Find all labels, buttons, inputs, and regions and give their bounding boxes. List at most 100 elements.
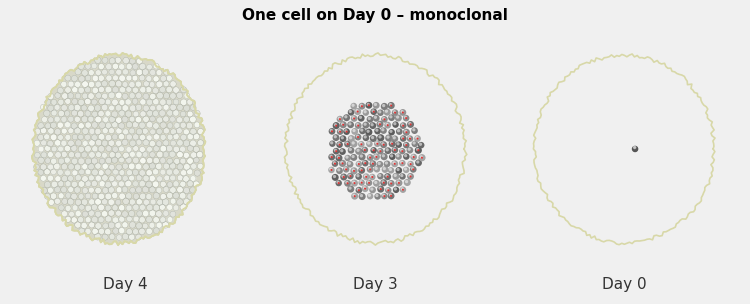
Circle shape xyxy=(58,110,64,116)
Circle shape xyxy=(356,187,362,194)
Circle shape xyxy=(118,227,125,234)
Circle shape xyxy=(112,63,118,69)
Circle shape xyxy=(340,174,347,181)
Circle shape xyxy=(354,195,356,197)
Circle shape xyxy=(353,182,356,184)
Circle shape xyxy=(55,129,61,135)
Circle shape xyxy=(129,199,135,205)
Circle shape xyxy=(382,180,385,183)
Circle shape xyxy=(190,104,196,111)
Circle shape xyxy=(421,157,423,159)
Circle shape xyxy=(101,104,108,111)
Circle shape xyxy=(370,174,374,178)
Circle shape xyxy=(92,87,98,94)
Circle shape xyxy=(103,223,109,229)
Circle shape xyxy=(85,87,91,93)
Circle shape xyxy=(390,105,392,107)
Circle shape xyxy=(116,187,122,193)
Circle shape xyxy=(116,210,122,216)
Circle shape xyxy=(47,152,53,157)
Circle shape xyxy=(95,223,101,229)
Circle shape xyxy=(133,157,139,163)
Circle shape xyxy=(340,149,344,152)
Circle shape xyxy=(156,81,163,88)
Circle shape xyxy=(125,111,131,117)
Circle shape xyxy=(64,157,70,163)
Circle shape xyxy=(98,170,104,176)
Circle shape xyxy=(92,122,98,128)
Circle shape xyxy=(116,128,122,134)
Circle shape xyxy=(40,128,46,133)
Circle shape xyxy=(140,111,146,117)
Circle shape xyxy=(149,152,155,157)
Circle shape xyxy=(85,193,91,199)
Circle shape xyxy=(146,135,152,141)
Circle shape xyxy=(110,234,115,240)
Circle shape xyxy=(106,64,112,70)
Circle shape xyxy=(351,180,358,187)
Circle shape xyxy=(133,181,139,187)
Circle shape xyxy=(176,117,182,123)
Circle shape xyxy=(177,140,183,146)
Circle shape xyxy=(47,164,54,170)
Circle shape xyxy=(413,141,416,145)
Circle shape xyxy=(380,150,381,152)
Circle shape xyxy=(394,174,397,177)
Circle shape xyxy=(333,122,340,129)
Circle shape xyxy=(139,228,146,235)
Circle shape xyxy=(88,175,94,181)
Circle shape xyxy=(64,146,70,151)
Circle shape xyxy=(368,167,371,170)
Circle shape xyxy=(382,194,386,197)
Circle shape xyxy=(122,222,128,228)
Circle shape xyxy=(389,115,392,119)
Circle shape xyxy=(419,155,423,158)
Circle shape xyxy=(65,87,70,93)
Circle shape xyxy=(172,87,179,93)
Circle shape xyxy=(108,222,115,229)
Circle shape xyxy=(396,128,403,135)
Circle shape xyxy=(118,216,125,223)
Circle shape xyxy=(351,115,358,122)
Circle shape xyxy=(99,158,105,164)
Circle shape xyxy=(102,116,109,123)
Circle shape xyxy=(350,103,357,109)
Circle shape xyxy=(85,181,92,187)
Circle shape xyxy=(50,169,56,175)
Circle shape xyxy=(404,168,407,171)
Circle shape xyxy=(397,142,400,145)
Circle shape xyxy=(170,175,176,181)
Circle shape xyxy=(372,163,374,165)
Circle shape xyxy=(81,105,87,111)
Circle shape xyxy=(359,104,363,107)
Circle shape xyxy=(55,176,61,182)
Circle shape xyxy=(378,149,381,152)
Circle shape xyxy=(133,229,139,235)
Circle shape xyxy=(183,129,189,135)
Circle shape xyxy=(416,160,419,164)
Circle shape xyxy=(170,187,176,193)
Circle shape xyxy=(380,153,388,160)
Circle shape xyxy=(102,93,108,99)
Circle shape xyxy=(364,188,366,190)
Circle shape xyxy=(374,116,377,119)
Circle shape xyxy=(369,187,376,193)
Circle shape xyxy=(374,128,381,134)
Circle shape xyxy=(370,122,376,129)
Circle shape xyxy=(149,163,155,169)
Circle shape xyxy=(153,63,159,69)
Circle shape xyxy=(105,181,111,188)
Circle shape xyxy=(173,169,179,175)
Circle shape xyxy=(40,104,46,110)
Circle shape xyxy=(392,109,398,116)
Circle shape xyxy=(112,217,118,223)
Circle shape xyxy=(48,128,54,134)
Circle shape xyxy=(356,174,359,177)
Circle shape xyxy=(411,127,418,134)
Circle shape xyxy=(122,105,128,111)
Circle shape xyxy=(352,129,356,132)
Circle shape xyxy=(98,64,104,69)
Circle shape xyxy=(171,129,176,135)
Circle shape xyxy=(88,70,94,75)
Circle shape xyxy=(634,147,636,149)
